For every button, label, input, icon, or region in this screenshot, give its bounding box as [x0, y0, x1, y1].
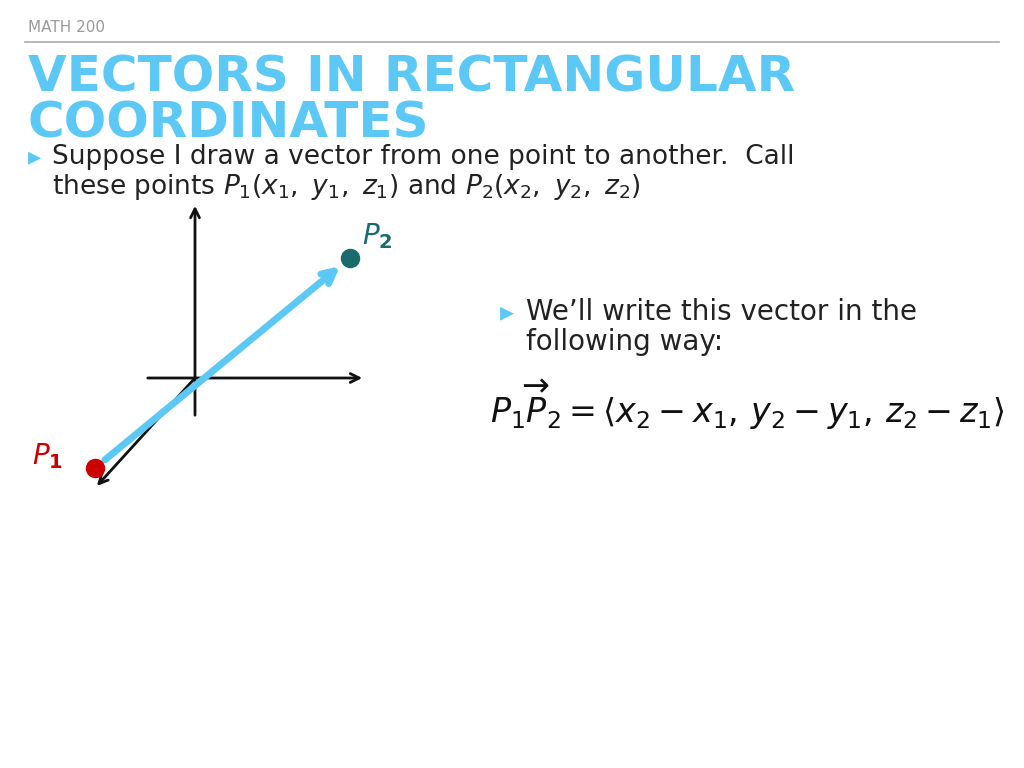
Text: MATH 200: MATH 200: [28, 20, 105, 35]
Text: $\overrightarrow{P_1 P_2} = \langle x_2 - x_1,\, y_2 - y_1,\, z_2 - z_1 \rangle$: $\overrightarrow{P_1 P_2} = \langle x_2 …: [490, 378, 1005, 432]
Text: ▸: ▸: [500, 298, 514, 326]
Text: $\mathbf{\mathit{P}_1}$: $\mathbf{\mathit{P}_1}$: [32, 441, 62, 471]
Text: following way:: following way:: [526, 328, 723, 356]
Text: Suppose I draw a vector from one point to another.  Call: Suppose I draw a vector from one point t…: [52, 144, 795, 170]
Text: $\mathbf{\mathit{P}_2}$: $\mathbf{\mathit{P}_2}$: [362, 221, 392, 251]
Text: VECTORS IN RECTANGULAR: VECTORS IN RECTANGULAR: [28, 53, 795, 101]
Text: ▸: ▸: [28, 144, 41, 170]
Text: We’ll write this vector in the: We’ll write this vector in the: [526, 298, 918, 326]
Text: these points $\mathit{P}_1(\mathit{x}_1,\ \mathit{y}_1,\ \mathit{z}_1)$ and $\ma: these points $\mathit{P}_1(\mathit{x}_1,…: [52, 172, 641, 202]
Text: COORDINATES: COORDINATES: [28, 100, 429, 148]
